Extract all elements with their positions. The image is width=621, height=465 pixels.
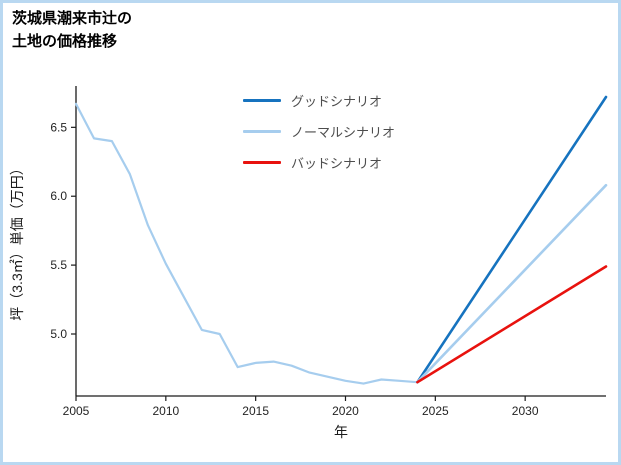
- chart-title-line2: 土地の価格推移: [12, 32, 118, 50]
- legend-swatch-bad-scenario: [243, 161, 281, 164]
- x-tick-label: 2005: [63, 404, 90, 418]
- y-axis-label: 坪（3.3㎡）単価（万円）: [9, 161, 25, 320]
- y-tick-label: 5.0: [50, 327, 67, 341]
- legend: グッドシナリオ ノーマルシナリオ バッドシナリオ: [243, 91, 395, 184]
- x-tick-label: 2030: [512, 404, 539, 418]
- chart-title-line1: 茨城県潮来市辻の: [12, 10, 133, 27]
- legend-swatch-good-scenario: [243, 99, 281, 102]
- series-line-historical: [74, 102, 419, 385]
- y-tick-label: 6.0: [50, 189, 67, 203]
- series-line-normal-scenario: [416, 183, 608, 384]
- legend-item-normal-scenario: ノーマルシナリオ: [243, 122, 395, 141]
- legend-item-good-scenario: グッドシナリオ: [243, 91, 395, 110]
- legend-swatch-normal-scenario: [243, 130, 281, 133]
- series-line-bad-scenario: [416, 265, 608, 384]
- x-tick-label: 2015: [242, 404, 269, 418]
- y-tick-label: 5.5: [50, 258, 67, 272]
- x-tick-label: 2020: [332, 404, 359, 418]
- x-tick-label: 2025: [422, 404, 449, 418]
- x-tick-label: 2010: [152, 404, 179, 418]
- legend-label-good-scenario: グッドシナリオ: [291, 94, 383, 109]
- x-axis-label: 年: [334, 424, 348, 440]
- legend-item-bad-scenario: バッドシナリオ: [243, 153, 395, 172]
- y-tick-label: 6.5: [50, 120, 67, 134]
- legend-label-bad-scenario: バッドシナリオ: [291, 156, 383, 171]
- legend-label-normal-scenario: ノーマルシナリオ: [291, 125, 396, 140]
- price-trend-chart: 2005 2010 2015 2020 2025 2030 5.0 5.5 6.0 6.5 年 坪（3…: [9, 86, 608, 440]
- chart-title: 茨城県潮来市辻の 土地の価格推移: [12, 8, 132, 53]
- series-line-good-scenario: [416, 95, 608, 384]
